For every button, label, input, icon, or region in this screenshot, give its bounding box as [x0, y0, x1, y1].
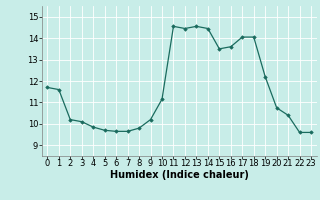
- X-axis label: Humidex (Indice chaleur): Humidex (Indice chaleur): [110, 170, 249, 180]
